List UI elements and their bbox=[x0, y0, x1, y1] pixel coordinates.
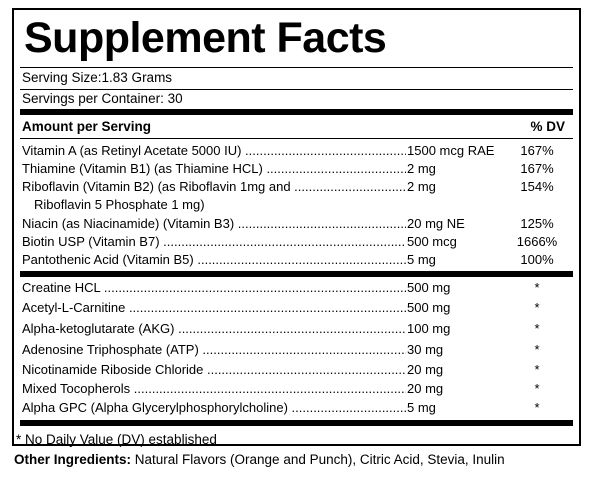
table-row: Creatine HCL 500 mg * bbox=[22, 280, 575, 296]
ingredient-dv: 167% bbox=[520, 143, 554, 158]
thick-divider bbox=[20, 109, 573, 115]
ingredient-name: Vitamin A (as Retinyl Acetate 5000 IU) bbox=[22, 143, 242, 158]
amount-per-serving-header: Amount per Serving bbox=[22, 119, 152, 134]
ingredient-dv: * bbox=[534, 321, 540, 336]
supplement-facts-panel: Supplement Facts Serving Size:1.83 Grams… bbox=[12, 8, 581, 446]
ingredient-dv: * bbox=[534, 342, 540, 357]
daily-value-footnote: * No Daily Value (DV) established bbox=[16, 432, 217, 447]
ingredient-name: Pantothenic Acid (Vitamin B5) bbox=[22, 252, 194, 267]
ingredient-amount: 20 mg NE bbox=[406, 216, 465, 232]
ingredient-name: Mixed Tocopherols bbox=[22, 381, 131, 396]
table-row: Biotin USP (Vitamin B7) 500 mcg 1666% bbox=[22, 234, 575, 250]
ingredient-dv: * bbox=[534, 300, 540, 315]
ingredient-dv: 167% bbox=[520, 161, 554, 176]
table-row: Acetyl-L-Carnitine 500 mg * bbox=[22, 300, 575, 316]
table-row: Niacin (as Niacinamide) (Vitamin B3) 20 … bbox=[22, 216, 575, 232]
ingredient-name-continuation: Riboflavin 5 Phosphate 1 mg) bbox=[34, 197, 205, 212]
table-row: Alpha-ketoglutarate (AKG) 100 mg * bbox=[22, 321, 575, 337]
table-row: Alpha GPC (Alpha Glycerylphosphorylcholi… bbox=[22, 400, 575, 416]
ingredient-name: Alpha-ketoglutarate (AKG) bbox=[22, 321, 175, 336]
table-row: Thiamine (Vitamin B1) (as Thiamine HCL) … bbox=[22, 161, 575, 177]
ingredient-name: Riboflavin (Vitamin B2) (as Riboflavin 1… bbox=[22, 179, 291, 194]
ingredient-dv: * bbox=[534, 400, 540, 415]
ingredient-amount: 5 mg bbox=[406, 252, 436, 268]
serving-size: Serving Size:1.83 Grams bbox=[22, 70, 173, 85]
ingredient-dv: * bbox=[534, 381, 540, 396]
ingredient-amount: 20 mg bbox=[406, 362, 444, 378]
ingredient-name: Creatine HCL bbox=[22, 280, 101, 295]
table-row: Mixed Tocopherols 20 mg * bbox=[22, 381, 575, 397]
table-row: Adenosine Triphosphate (ATP) 30 mg * bbox=[22, 342, 575, 358]
ingredient-dv: * bbox=[534, 280, 540, 295]
ingredient-amount: 2 mg bbox=[406, 161, 436, 177]
ingredient-dv: 125% bbox=[520, 216, 554, 231]
ingredient-name: Nicotinamide Riboside Chloride bbox=[22, 362, 204, 377]
ingredient-amount: 500 mg bbox=[406, 280, 451, 296]
table-row: Nicotinamide Riboside Chloride 20 mg * bbox=[22, 362, 575, 378]
panel-title: Supplement Facts bbox=[24, 14, 387, 62]
ingredient-name: Biotin USP (Vitamin B7) bbox=[22, 234, 160, 249]
table-row: Vitamin A (as Retinyl Acetate 5000 IU) 1… bbox=[22, 143, 575, 159]
ingredient-dv: 100% bbox=[520, 252, 554, 267]
dv-header: % DV bbox=[530, 119, 565, 134]
thick-divider bbox=[20, 420, 573, 426]
other-ingredients-label: Other Ingredients: bbox=[14, 452, 132, 467]
ingredient-dv: * bbox=[534, 362, 540, 377]
ingredient-name: Adenosine Triphosphate (ATP) bbox=[22, 342, 199, 357]
divider bbox=[20, 89, 573, 90]
table-row: Riboflavin (Vitamin B2) (as Riboflavin 1… bbox=[22, 179, 575, 195]
ingredient-amount: 2 mg bbox=[406, 179, 436, 195]
ingredient-name: Niacin (as Niacinamide) (Vitamin B3) bbox=[22, 216, 235, 231]
ingredient-amount: 5 mg bbox=[406, 400, 436, 416]
table-row-continuation: Riboflavin 5 Phosphate 1 mg) bbox=[22, 197, 575, 213]
ingredient-amount: 1500 mcg RAE bbox=[406, 143, 495, 159]
divider bbox=[20, 138, 573, 139]
other-ingredients-text: Natural Flavors (Orange and Punch), Citr… bbox=[131, 452, 505, 467]
ingredient-amount: 500 mcg bbox=[406, 234, 457, 250]
ingredient-amount: 100 mg bbox=[406, 321, 451, 337]
ingredient-amount: 500 mg bbox=[406, 300, 451, 316]
other-ingredients: Other Ingredients: Natural Flavors (Oran… bbox=[14, 452, 505, 468]
ingredient-name: Alpha GPC (Alpha Glycerylphosphorylcholi… bbox=[22, 400, 288, 415]
servings-per-container: Servings per Container: 30 bbox=[22, 91, 183, 106]
table-row: Pantothenic Acid (Vitamin B5) 5 mg 100% bbox=[22, 252, 575, 268]
ingredient-dv: 154% bbox=[520, 179, 554, 194]
thick-divider bbox=[20, 271, 573, 277]
ingredient-dv: 1666% bbox=[516, 234, 558, 249]
ingredient-amount: 20 mg bbox=[406, 381, 444, 397]
ingredient-name: Thiamine (Vitamin B1) (as Thiamine HCL) bbox=[22, 161, 263, 176]
ingredient-name: Acetyl-L-Carnitine bbox=[22, 300, 126, 315]
ingredient-amount: 30 mg bbox=[406, 342, 444, 358]
divider bbox=[20, 67, 573, 68]
